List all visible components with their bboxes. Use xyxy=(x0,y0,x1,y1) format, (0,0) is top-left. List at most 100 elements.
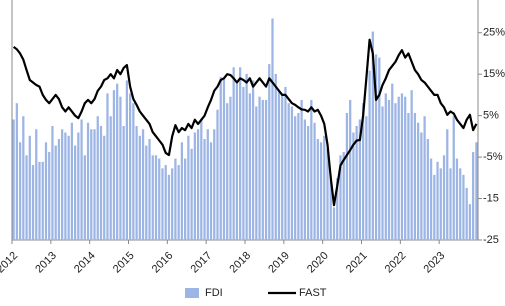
bar xyxy=(15,103,18,240)
bar xyxy=(96,116,99,240)
bar xyxy=(258,96,261,240)
bar xyxy=(255,106,258,240)
bar xyxy=(61,129,64,240)
bar xyxy=(290,106,294,240)
bar xyxy=(125,80,129,241)
bar xyxy=(138,135,141,240)
bar xyxy=(413,112,417,240)
bar xyxy=(35,129,38,240)
bar xyxy=(83,155,86,240)
legend-label: FDI xyxy=(205,287,223,299)
bar xyxy=(426,139,429,240)
bar xyxy=(183,158,187,240)
x-tick-label: 2013 xyxy=(33,250,59,276)
bar xyxy=(297,112,300,240)
bar xyxy=(167,174,171,240)
bar xyxy=(452,116,455,240)
bar xyxy=(429,158,433,240)
bar xyxy=(268,64,271,240)
bar xyxy=(219,77,222,241)
bar xyxy=(277,90,281,241)
bar xyxy=(287,103,290,240)
bar xyxy=(187,135,190,240)
bar xyxy=(222,77,226,241)
bar xyxy=(99,126,103,240)
bar xyxy=(442,155,446,240)
x-tick-label: 2021 xyxy=(344,250,370,276)
bar xyxy=(387,99,391,240)
bar xyxy=(423,116,426,240)
bar xyxy=(28,135,31,240)
bar xyxy=(158,158,161,240)
bar xyxy=(203,139,206,240)
bar xyxy=(77,132,80,240)
bar xyxy=(70,122,74,240)
bar xyxy=(319,142,323,240)
bar xyxy=(381,106,384,240)
bar xyxy=(119,96,122,240)
bar xyxy=(132,103,135,240)
bar xyxy=(468,204,472,240)
bar xyxy=(209,142,213,240)
bar xyxy=(193,132,196,240)
bar xyxy=(12,119,15,240)
bar xyxy=(171,168,174,240)
y2-tick-label: -5% xyxy=(483,151,503,163)
bar xyxy=(232,67,235,240)
y2-tick-label: 15% xyxy=(483,68,505,80)
legend-label: FAST xyxy=(299,287,327,299)
bar xyxy=(122,126,125,240)
bar xyxy=(361,103,365,240)
bar xyxy=(410,90,413,241)
bar xyxy=(416,122,420,240)
bar xyxy=(242,86,245,241)
bar xyxy=(378,57,381,240)
bar xyxy=(303,119,307,240)
bar xyxy=(116,83,119,241)
bar xyxy=(54,145,57,240)
y2-tick-label: 25% xyxy=(483,27,505,39)
y2-tick-label: -15 xyxy=(483,192,499,204)
bar xyxy=(148,139,151,240)
bar xyxy=(365,116,368,240)
bar xyxy=(51,126,54,240)
bar xyxy=(64,132,67,240)
y2-tick-label: 5% xyxy=(483,110,499,122)
bar xyxy=(106,93,109,240)
bar xyxy=(455,158,459,240)
bar xyxy=(103,135,106,240)
bar xyxy=(93,129,96,240)
bar xyxy=(200,119,203,240)
bar xyxy=(174,158,177,240)
bar xyxy=(352,132,355,240)
bar xyxy=(465,187,468,240)
bar xyxy=(358,119,362,240)
bar xyxy=(73,145,77,240)
x-tick-label: 2012 xyxy=(0,250,20,276)
bar xyxy=(177,165,180,240)
bar xyxy=(329,174,332,240)
bar xyxy=(154,155,158,240)
bar xyxy=(141,129,145,240)
bar xyxy=(284,86,287,241)
bar xyxy=(18,142,22,240)
bar xyxy=(90,129,93,240)
line xyxy=(12,38,478,207)
bar xyxy=(226,103,229,240)
x-tick-label: 2020 xyxy=(305,250,331,276)
bar xyxy=(472,152,475,240)
bar xyxy=(374,54,378,240)
bar xyxy=(213,129,216,240)
bar xyxy=(397,96,400,240)
bar xyxy=(161,168,164,240)
bar xyxy=(446,129,449,240)
bar xyxy=(349,99,352,240)
bar xyxy=(206,129,209,240)
bar xyxy=(41,161,44,240)
bar xyxy=(248,93,251,240)
bar xyxy=(31,165,35,240)
bar xyxy=(86,122,90,240)
bar xyxy=(355,126,358,240)
bar xyxy=(326,148,329,240)
bar xyxy=(339,155,342,240)
